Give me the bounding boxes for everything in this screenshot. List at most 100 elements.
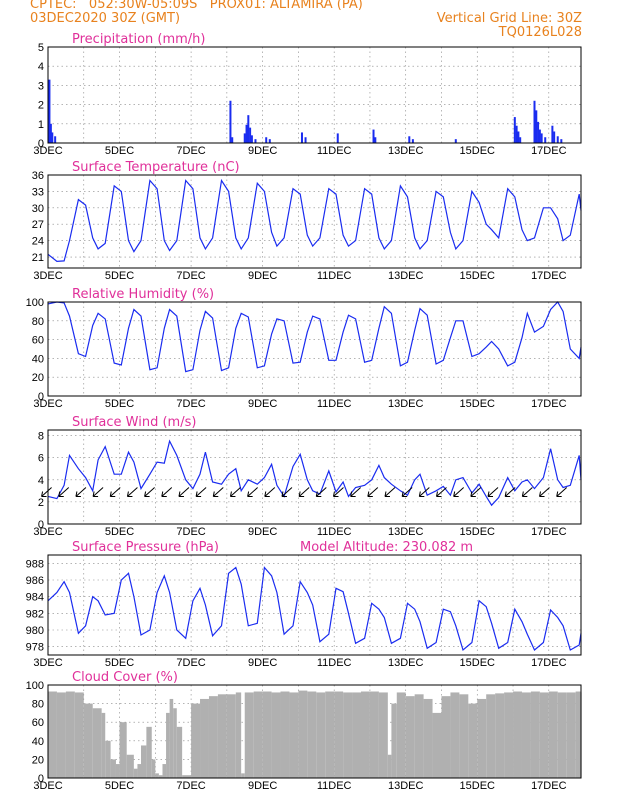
cloud-bar xyxy=(141,745,147,778)
cloud-bar xyxy=(166,712,170,778)
wind-arrow xyxy=(350,487,361,497)
x-tick-label: 15DEC xyxy=(460,398,496,410)
precip-bar xyxy=(515,125,518,143)
precip-bar xyxy=(519,137,522,143)
cloud-bar xyxy=(298,690,308,778)
cloud-bar xyxy=(235,692,242,778)
precip-bar xyxy=(54,136,57,143)
wind-arrow xyxy=(247,487,258,497)
cloud-bar xyxy=(361,691,370,778)
wind-arrowhead xyxy=(92,491,99,498)
cloud-bar xyxy=(126,754,134,778)
wind-arrow xyxy=(298,487,310,497)
wind-arrowhead xyxy=(315,491,322,498)
x-tick-label: 11DEC xyxy=(317,780,352,792)
panel-4: 0 2 4 6 8 3DEC 5DEC 7DEC 9DEC 11DEC 13DEC 15DEC 17DE… xyxy=(33,415,582,538)
x-tick-label: 9DEC xyxy=(248,270,277,282)
cloud-bar xyxy=(486,694,496,778)
cloud-bar xyxy=(432,712,442,778)
wind-arrow xyxy=(418,487,430,497)
cloud-bar xyxy=(173,708,177,778)
x-tick-label: 7DEC xyxy=(176,657,205,669)
y-tick-label: 978 xyxy=(26,642,44,654)
cloud-bar xyxy=(110,759,116,778)
panel-frame xyxy=(47,684,582,779)
cloud-bar xyxy=(521,692,531,778)
header-grid-line-note: Vertical Grid Line: 30Z xyxy=(436,11,582,26)
wind-arrowhead xyxy=(264,491,270,498)
cloud-bar xyxy=(155,773,159,778)
cloud-bar xyxy=(92,708,102,778)
x-tick-label: 5DEC xyxy=(105,780,134,792)
wind-arrowhead xyxy=(556,491,562,498)
panel-frame xyxy=(47,174,582,269)
precip-bar xyxy=(265,137,268,143)
x-tick-label: 13DEC xyxy=(388,780,424,792)
wind-arrowhead xyxy=(281,491,287,498)
y-tick-label: 20 xyxy=(32,754,44,766)
cloud-bar xyxy=(182,775,192,778)
precip-bar xyxy=(229,100,232,143)
y-tick-label: 986 xyxy=(26,575,44,587)
panel-frame xyxy=(47,301,582,397)
cloud-bar xyxy=(176,726,183,778)
y-tick-label: 33 xyxy=(32,186,44,198)
wind-arrow xyxy=(161,487,173,497)
wind-arrow xyxy=(92,487,104,497)
wind-arrow xyxy=(75,487,87,497)
precip-bar xyxy=(517,131,520,143)
precip-bar xyxy=(513,117,516,143)
x-tick-label: 3DEC xyxy=(33,398,62,410)
y-tick-label: 4 xyxy=(38,61,44,73)
x-tick-label: 15DEC xyxy=(460,526,496,538)
y-tick-label: 0 xyxy=(38,519,44,531)
x-tick-label: 9DEC xyxy=(248,398,277,410)
cloud-bar xyxy=(513,691,522,778)
cloud-bar xyxy=(137,764,142,778)
y-tick-label: 80 xyxy=(32,699,44,711)
series-line xyxy=(47,301,582,373)
series-line xyxy=(47,178,582,263)
panel-title: Surface Temperature (nC) xyxy=(72,160,240,175)
wind-arrowhead xyxy=(178,491,184,498)
cloud-bar xyxy=(191,703,201,778)
panel-5: 978 980 982 984 986 988 3DEC 5DEC 7DEC 9DEC 11DEC 1… xyxy=(26,540,582,669)
cloud-bar xyxy=(115,764,120,778)
x-tick-label: 11DEC xyxy=(317,270,352,282)
cloud-bar xyxy=(307,691,317,778)
precip-bar xyxy=(247,115,250,143)
cloud-bar xyxy=(244,692,254,778)
x-tick-label: 11DEC xyxy=(317,398,352,410)
wind-arrow xyxy=(401,487,413,497)
cloud-bar xyxy=(151,759,156,778)
cloud-bar xyxy=(146,726,152,778)
cloud-bar xyxy=(459,694,469,778)
panel-title: Relative Humidity (%) xyxy=(72,287,214,302)
cloud-bar xyxy=(423,698,433,778)
wind-arrow xyxy=(333,487,344,497)
y-tick-label: 24 xyxy=(32,236,44,248)
header-model-id: TQ0126L028 xyxy=(498,25,582,40)
y-tick-label: 100 xyxy=(26,680,44,692)
x-tick-label: 15DEC xyxy=(460,657,496,669)
wind-arrow xyxy=(195,487,207,497)
y-tick-label: 60 xyxy=(32,717,44,729)
cloud-bar xyxy=(334,691,344,778)
wind-arrowhead xyxy=(487,491,494,498)
wind-arrow xyxy=(144,487,155,497)
y-tick-label: 27 xyxy=(32,219,44,231)
x-tick-label: 13DEC xyxy=(388,145,424,157)
wind-arrow xyxy=(178,487,190,497)
cloud-bar xyxy=(495,693,505,778)
x-tick-label: 17DEC xyxy=(531,526,567,538)
y-tick-label: 100 xyxy=(26,297,44,309)
precip-bar xyxy=(250,135,253,143)
x-tick-label: 17DEC xyxy=(531,270,567,282)
precip-bar xyxy=(535,110,538,143)
x-tick-label: 5DEC xyxy=(105,657,134,669)
x-tick-label: 5DEC xyxy=(105,270,134,282)
y-tick-label: 30 xyxy=(32,203,44,215)
x-tick-label: 17DEC xyxy=(531,398,567,410)
wind-arrowhead xyxy=(436,491,442,498)
